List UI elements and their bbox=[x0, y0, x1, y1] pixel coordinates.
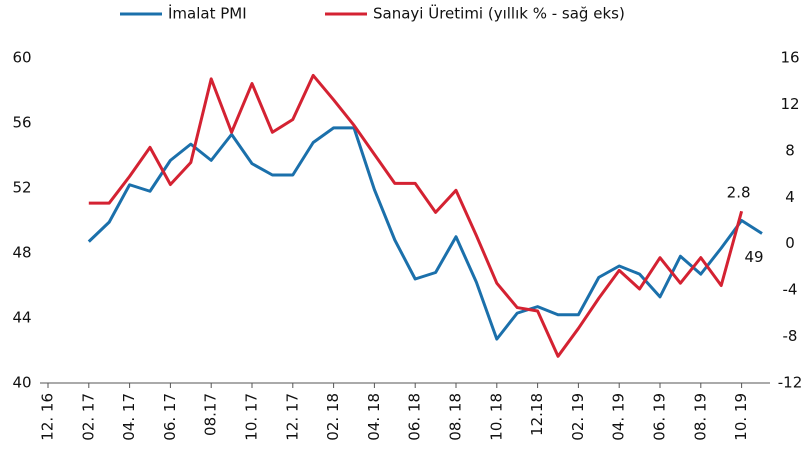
x-tick-label: 10. 19 bbox=[732, 393, 750, 441]
x-tick-label: 02. 17 bbox=[79, 393, 97, 441]
y2-tick-label: 0 bbox=[785, 234, 795, 252]
series-line bbox=[87, 126, 763, 341]
legend-label: İmalat PMI bbox=[168, 4, 247, 23]
y2-tick-label: 16 bbox=[780, 49, 799, 67]
y2-tick-label: 4 bbox=[785, 188, 795, 206]
x-tick-label: 06. 17 bbox=[161, 393, 179, 441]
y-tick-label: 48 bbox=[12, 244, 31, 262]
x-tick-label: 12. 16 bbox=[39, 393, 57, 441]
y-tick-label: 44 bbox=[12, 309, 31, 327]
legend-label: Sanayi Üretimi (yıllık % - sağ eks) bbox=[373, 4, 625, 23]
y-tick-label: 56 bbox=[12, 114, 31, 132]
value-label: 49 bbox=[744, 248, 763, 266]
x-tick-label: 06. 18 bbox=[406, 393, 424, 441]
x-tick-label: 12.18 bbox=[528, 393, 546, 436]
x-tick-label: 04. 19 bbox=[610, 393, 628, 441]
x-tick-label: 06. 19 bbox=[651, 393, 669, 441]
x-tick-label: 08. 19 bbox=[691, 393, 709, 441]
x-tick-label: 08.17 bbox=[202, 393, 220, 436]
y2-tick-label: -12 bbox=[778, 374, 803, 392]
y2-tick-label: -8 bbox=[783, 327, 798, 345]
y-tick-label: 40 bbox=[12, 374, 31, 392]
y-tick-label: 60 bbox=[12, 49, 31, 67]
series-line bbox=[88, 73, 744, 358]
x-tick-label: 10. 17 bbox=[243, 393, 261, 441]
x-tick-label: 04. 17 bbox=[120, 393, 138, 441]
x-tick-label: 12. 17 bbox=[283, 393, 301, 441]
x-tick-label: 08. 18 bbox=[447, 393, 465, 441]
x-tick-label: 02. 19 bbox=[569, 393, 587, 441]
y-tick-label: 52 bbox=[12, 179, 31, 197]
x-tick-label: 10. 18 bbox=[487, 393, 505, 441]
x-tick-label: 04. 18 bbox=[365, 393, 383, 441]
value-label: 2.8 bbox=[727, 184, 751, 202]
y2-tick-label: 8 bbox=[785, 141, 795, 159]
y2-tick-label: -4 bbox=[783, 281, 798, 299]
x-tick-label: 02. 18 bbox=[324, 393, 342, 441]
y2-tick-label: 12 bbox=[780, 95, 799, 113]
